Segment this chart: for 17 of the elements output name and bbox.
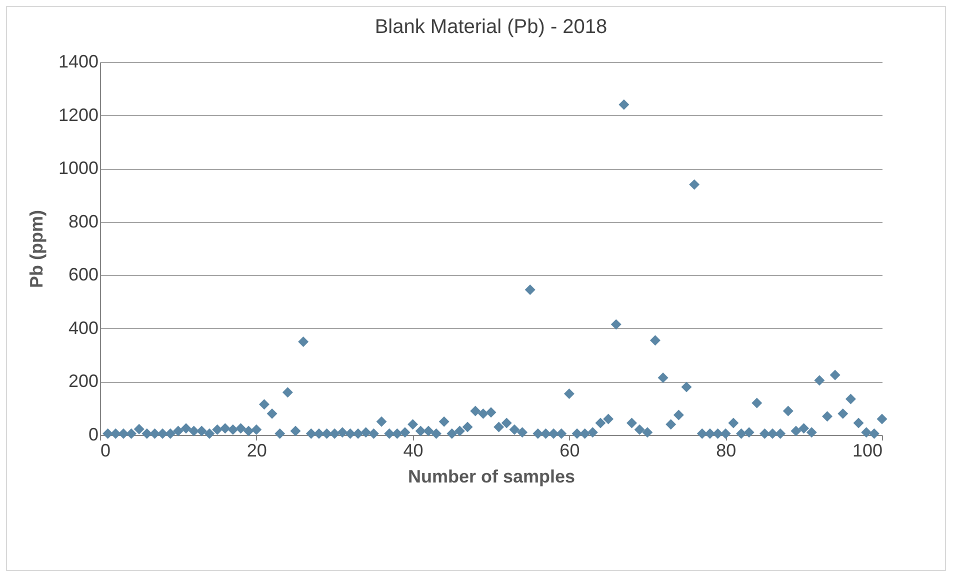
y-tick-label: 200 [68,371,98,392]
y-tick-label: 400 [68,318,98,338]
y-tick-label: 800 [68,211,98,232]
y-tick-label: 0 [88,424,98,444]
y-tick-label: 1200 [58,104,98,125]
x-tick-label: 80 [716,440,736,460]
y-axis-title: Pb (ppm) [26,210,46,288]
x-tick-label: 20 [246,440,267,460]
x-axis-title: Number of samples [408,466,576,486]
chart-title: Blank Material (Pb) - 2018 [374,16,608,38]
x-tick-label: 60 [560,440,580,460]
x-tick-label: 40 [403,440,424,460]
y-tick-label: 1400 [58,52,98,72]
y-tick-label: 1000 [58,158,98,178]
x-tick-label: 100 [852,440,882,460]
y-tick-label: 600 [68,264,98,285]
x-tick-label: 0 [100,440,111,460]
